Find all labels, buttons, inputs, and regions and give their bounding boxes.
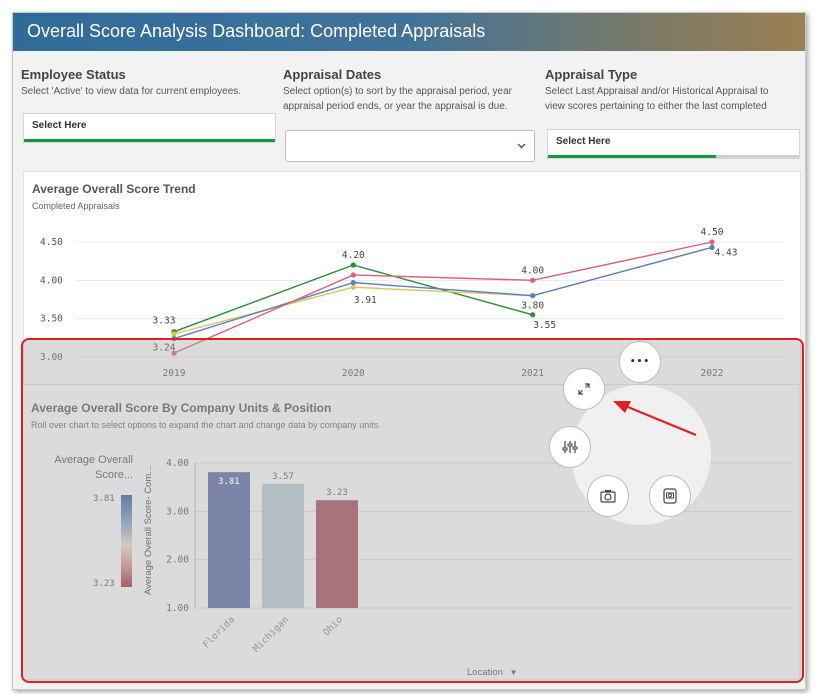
appraisal-dates-title: Appraisal Dates <box>283 67 382 82</box>
expand-button[interactable] <box>563 368 605 410</box>
trend-x-tick: 2022 <box>701 368 724 379</box>
trend-data-point[interactable] <box>350 280 356 286</box>
legend-max-label: 3.81 <box>93 494 115 504</box>
appraisal-type-desc-2: view scores pertaining to either the las… <box>545 101 767 112</box>
unit-chart-title: Average Overall Score By Company Units &… <box>31 401 332 415</box>
employee-status-desc: Select 'Active' to view data for current… <box>21 86 242 97</box>
trend-data-point[interactable] <box>350 284 356 290</box>
dashboard-frame: Overall Score Analysis Dashboard: Comple… <box>12 12 806 690</box>
trend-data-label: 4.43 <box>715 247 738 258</box>
trend-series-line[interactable] <box>173 241 713 354</box>
employee-status-select[interactable]: Select Here <box>23 113 276 143</box>
trend-y-tick: 4.50 <box>40 237 63 248</box>
appraisal-type-filter: Appraisal Type Select Last Appraisal and… <box>545 67 807 114</box>
appraisal-dates-desc-1: Select option(s) to sort by the appraisa… <box>283 86 513 97</box>
bar-y-tick: 3.00 <box>166 506 189 517</box>
trend-data-label: 4.00 <box>521 265 544 276</box>
trend-data-label: 4.50 <box>701 227 724 238</box>
trend-chart-title: Average Overall Score Trend <box>32 182 196 196</box>
appraisal-type-select[interactable]: Select Here <box>547 129 800 159</box>
trend-data-point[interactable] <box>171 350 177 356</box>
annotation-arrow-icon <box>613 401 697 437</box>
more-icon: ••• <box>629 357 651 367</box>
chevron-down-icon <box>517 143 526 149</box>
trend-data-point[interactable] <box>530 277 536 283</box>
trend-data-label: 3.80 <box>521 301 544 312</box>
trend-y-tick: 4.00 <box>40 275 63 286</box>
trend-data-point[interactable] <box>709 239 715 245</box>
employee-status-indicator <box>24 139 275 142</box>
trend-data-label: 3.55 <box>533 320 556 331</box>
appraisal-type-value: Select Here <box>556 136 611 147</box>
trend-data-point[interactable] <box>709 244 715 250</box>
bar-michigan[interactable] <box>262 483 304 608</box>
bar-value-label: 3.23 <box>326 488 348 498</box>
trend-chart-card[interactable]: Average Overall Score Trend Completed Ap… <box>23 171 801 385</box>
color-legend-gradient <box>121 495 132 587</box>
camera-button[interactable] <box>587 475 629 517</box>
trend-data-point[interactable] <box>350 262 356 268</box>
employee-status-title: Employee Status <box>21 67 126 82</box>
bar-ohio[interactable] <box>316 500 358 608</box>
trend-data-point[interactable] <box>350 272 356 278</box>
trend-data-label: 3.91 <box>354 295 377 306</box>
employee-status-value: Select Here <box>32 120 87 131</box>
title-bar: Overall Score Analysis Dashboard: Comple… <box>13 13 805 51</box>
bar-y-tick: 1.00 <box>166 603 189 614</box>
appraisal-dates-desc-2: appraisal period ends, or year the appra… <box>283 101 508 112</box>
snapshot-icon <box>663 488 677 504</box>
trend-data-point[interactable] <box>171 331 177 337</box>
adjust-icon <box>562 441 578 453</box>
appraisal-dates-dropdown[interactable] <box>285 130 535 162</box>
trend-data-point[interactable] <box>530 293 536 299</box>
x-axis-label-text: Location <box>467 667 503 678</box>
bar-value-label: 3.57 <box>272 472 294 482</box>
bar-chart-svg[interactable]: 4.003.002.001.003.81Florida3.57Michigan3… <box>23 385 799 679</box>
trend-data-point[interactable] <box>530 312 536 318</box>
trend-x-tick: 2020 <box>342 368 365 379</box>
appraisal-type-progress <box>548 155 716 158</box>
more-options-button[interactable]: ••• <box>619 341 661 383</box>
trend-data-label: 3.33 <box>153 316 176 327</box>
trend-y-tick: 3.50 <box>40 314 63 325</box>
unit-chart-subtitle: Roll over chart to select options to exp… <box>31 420 381 430</box>
appraisal-type-desc-1: Select Last Appraisal and/or Historical … <box>545 86 769 97</box>
adjust-button[interactable] <box>549 426 591 468</box>
trend-y-tick: 3.00 <box>40 352 63 363</box>
bar-y-tick: 2.00 <box>166 555 189 566</box>
appraisal-type-title: Appraisal Type <box>545 67 638 82</box>
trend-series-line[interactable] <box>173 246 713 340</box>
legend-min-label: 3.23 <box>93 579 115 589</box>
employee-status-filter: Employee Status Select 'Active' to view … <box>21 67 281 99</box>
x-axis-dropdown-icon[interactable]: ▼ <box>509 668 518 677</box>
trend-x-tick: 2019 <box>163 368 186 379</box>
trend-chart-subtitle: Completed Appraisals <box>32 201 120 211</box>
selection-highlight <box>21 338 804 683</box>
trend-data-label: 3.24 <box>153 343 176 354</box>
trend-series-line[interactable] <box>173 246 713 335</box>
x-axis-label[interactable]: Location ▼ <box>467 667 517 678</box>
color-legend-title: Average Overall Score... <box>54 454 133 481</box>
trend-x-tick: 2021 <box>521 368 544 379</box>
expand-icon <box>578 383 590 395</box>
bar-florida[interactable] <box>208 472 250 608</box>
trend-data-label: 4.20 <box>342 250 365 261</box>
snapshot-button[interactable] <box>649 475 691 517</box>
appraisal-dates-filter: Appraisal Dates Select option(s) to sort… <box>283 67 545 114</box>
page-title: Overall Score Analysis Dashboard: Comple… <box>27 21 486 41</box>
camera-icon <box>600 490 616 503</box>
trend-chart-svg[interactable]: 4.50 4.00 3.50 3.00 2019 2020 2021 2022 3.33 4.20… <box>24 172 800 384</box>
bar-value-label: 3.81 <box>218 477 240 487</box>
bar-y-tick: 4.00 <box>166 458 189 469</box>
